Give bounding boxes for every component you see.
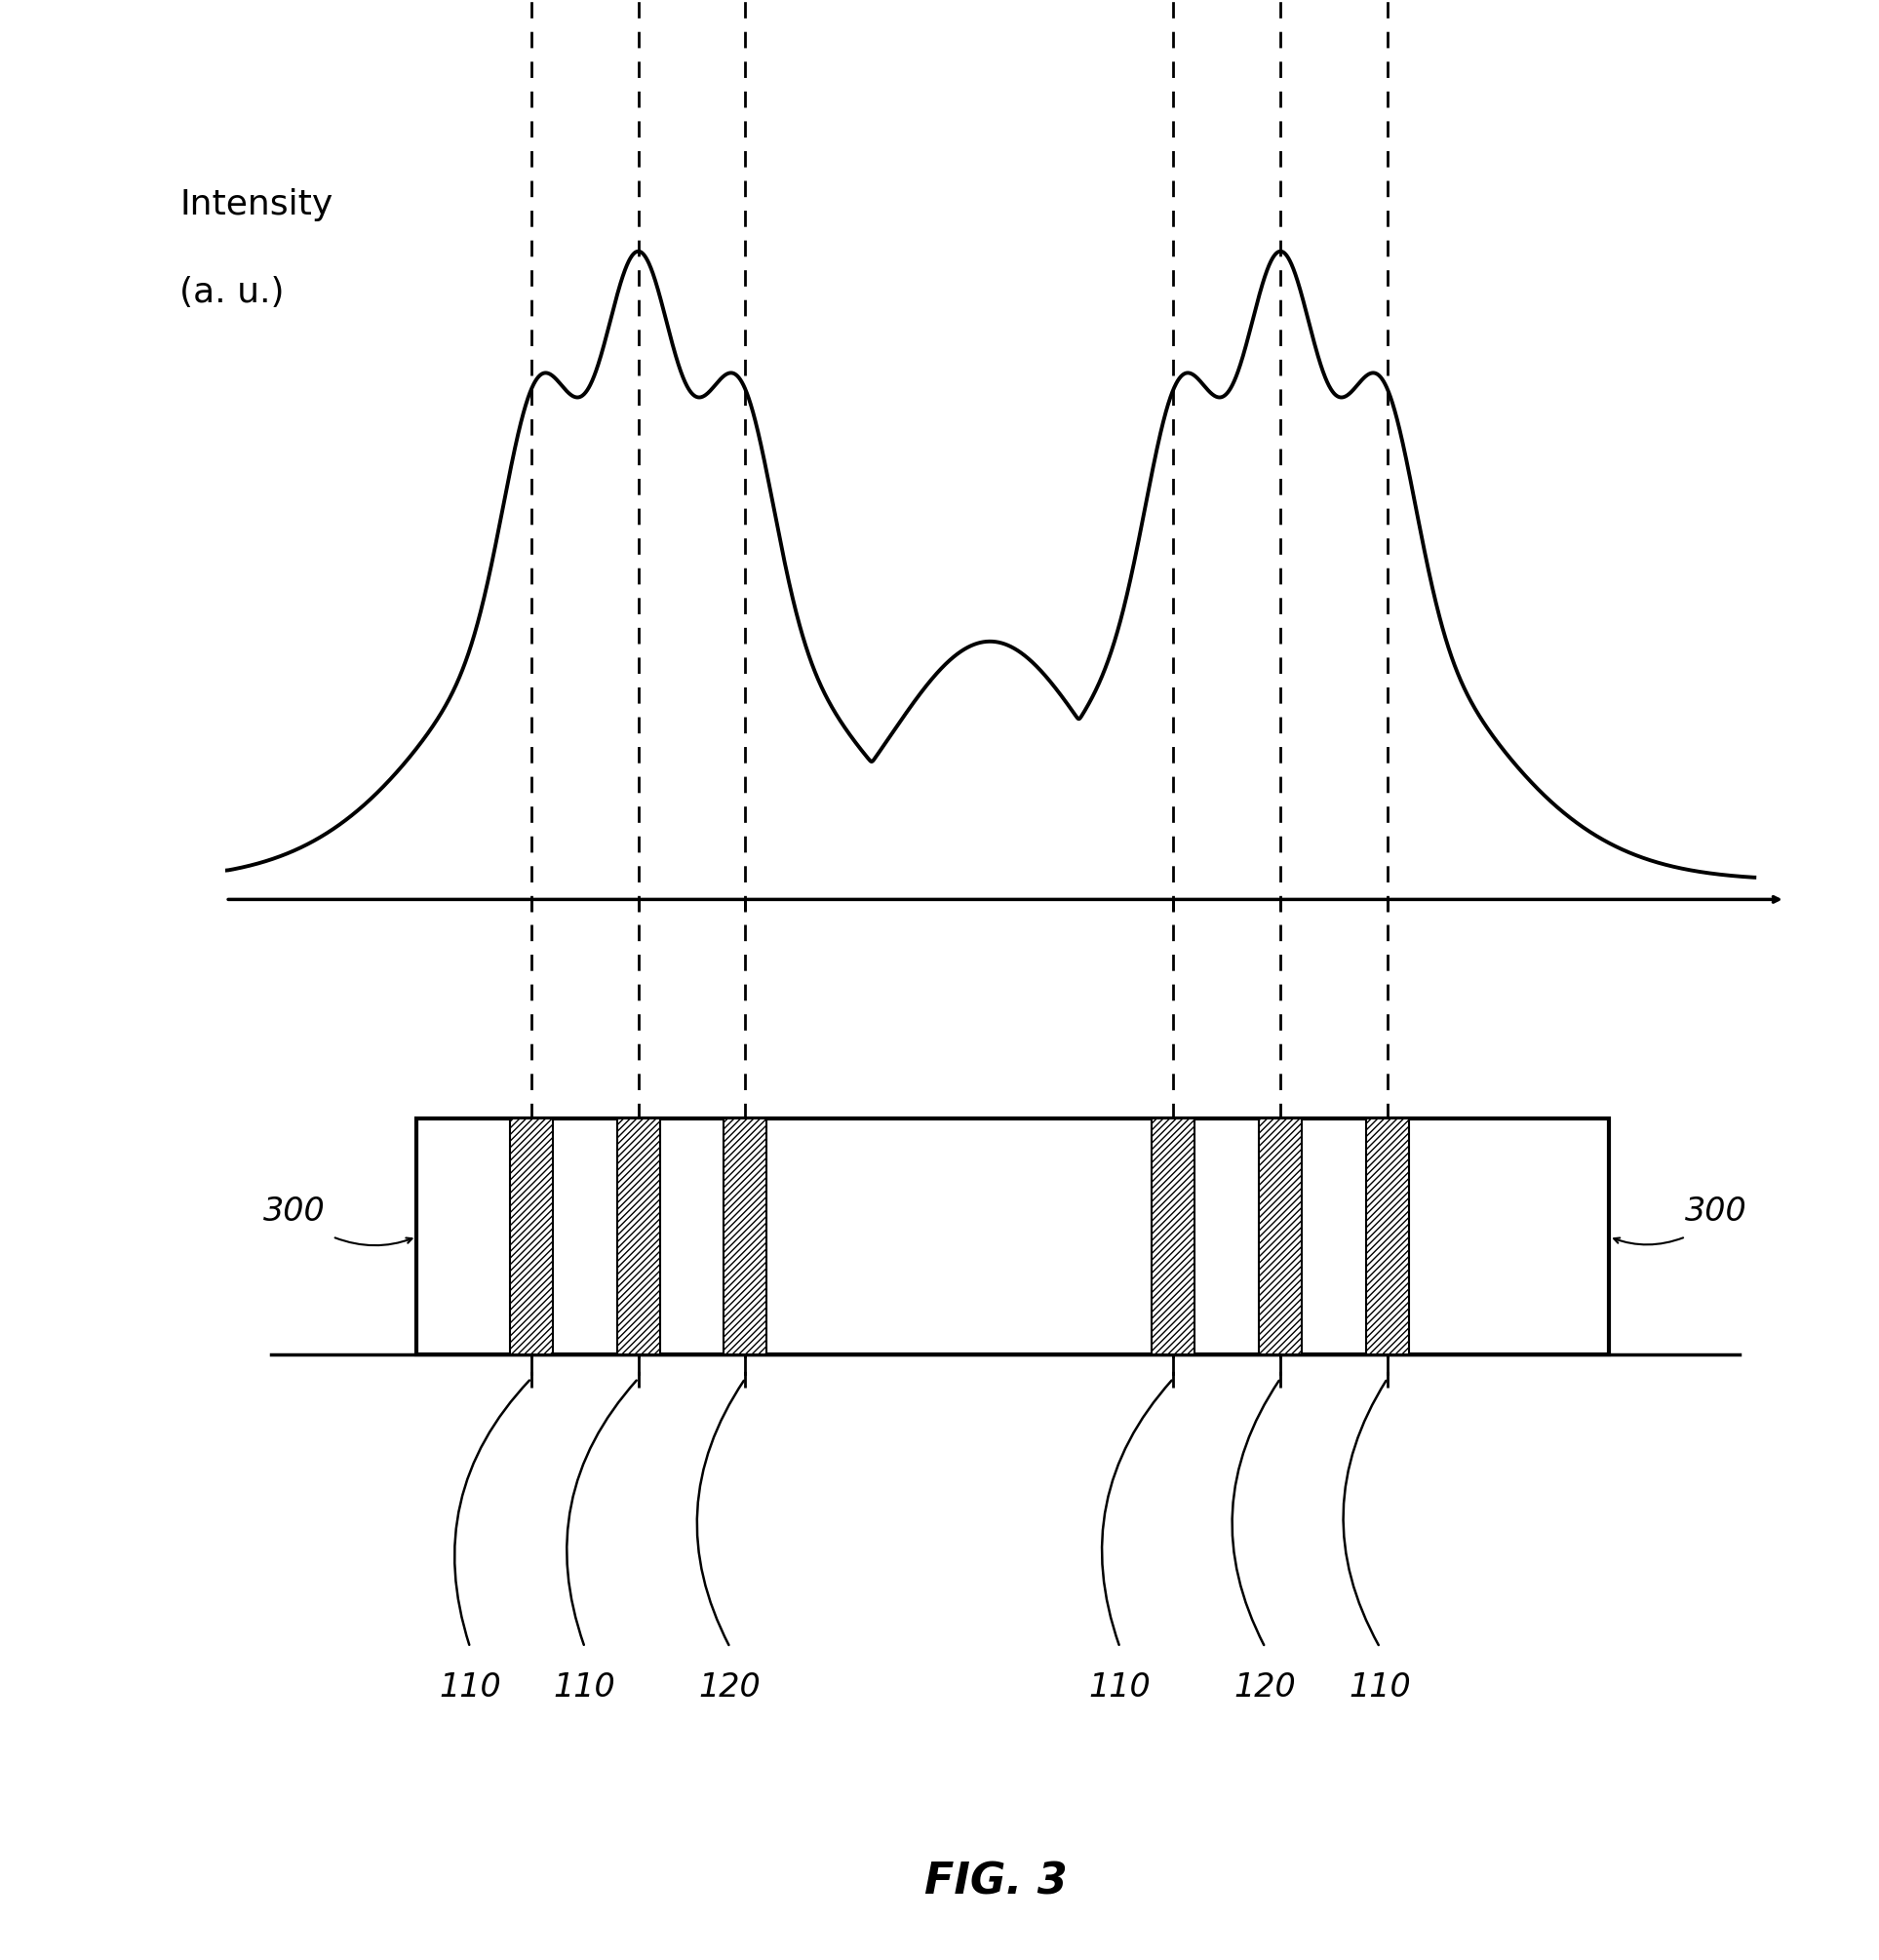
Text: 110: 110 (1349, 1672, 1411, 1703)
Text: 110: 110 (440, 1672, 502, 1703)
Bar (1259, 1119, 1302, 1354)
Text: 110: 110 (554, 1672, 616, 1703)
Text: 300: 300 (1685, 1196, 1747, 1227)
Text: 120: 120 (1235, 1672, 1297, 1703)
Bar (616, 1119, 660, 1354)
Bar (723, 1119, 767, 1354)
Bar (1366, 1119, 1409, 1354)
Text: 300: 300 (263, 1196, 325, 1227)
Bar (509, 1119, 552, 1354)
Bar (417, 1119, 1608, 1354)
Text: 110: 110 (1088, 1672, 1152, 1703)
Text: Intensity: Intensity (180, 188, 333, 221)
Text: (a. u.): (a. u.) (180, 276, 284, 310)
Bar (1152, 1119, 1195, 1354)
Text: 120: 120 (699, 1672, 761, 1703)
Text: FIG. 3: FIG. 3 (924, 1860, 1067, 1903)
